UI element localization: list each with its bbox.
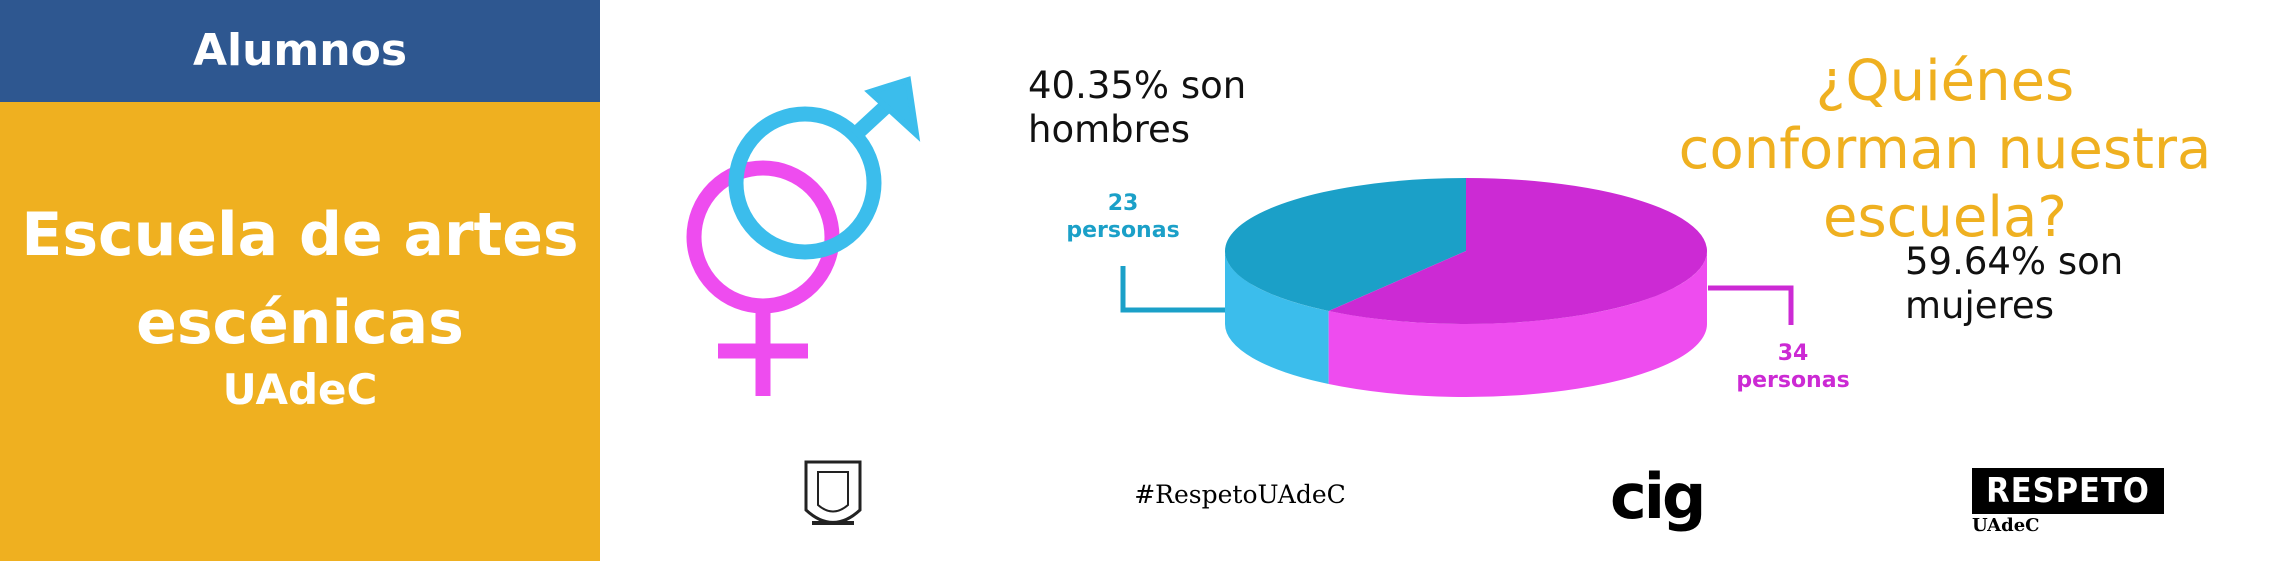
value-label: personas [1736, 368, 1850, 393]
pie-side [1225, 251, 1329, 384]
school-name: escénicas [136, 288, 464, 358]
university: UAdeC [222, 365, 378, 414]
leader-line [1708, 285, 1794, 325]
uadec-logo [804, 460, 862, 525]
sidebar-header: Alumnos [0, 0, 600, 102]
value-label: 23 [1107, 191, 1139, 216]
hashtag: #RespetoUAdeC [1134, 480, 1346, 509]
pie-slice [1225, 178, 1466, 311]
respeto-sub: UAdeC [1972, 515, 2040, 536]
school-name: Escuela de artes [21, 200, 579, 270]
chart-title: ¿Quiénes conforman nuestra escuela? [1678, 49, 2212, 250]
value-label: personas [1066, 218, 1180, 243]
value-label: 34 [1777, 341, 1809, 366]
category-label: 40.35% son hombres [1028, 64, 1247, 151]
gender-icon [686, 76, 921, 396]
pie-slice [1328, 178, 1708, 325]
sidebar-panel [0, 102, 600, 561]
leader-line [1120, 266, 1225, 313]
category-label: 59.64% son mujeres [1905, 240, 2124, 327]
pie-side [1328, 251, 1707, 397]
cig-logo: cig [1610, 460, 1706, 533]
respeto-logo: RESPETO [1972, 468, 2164, 514]
